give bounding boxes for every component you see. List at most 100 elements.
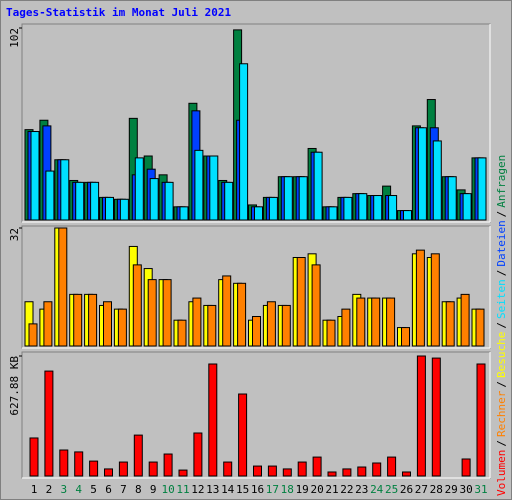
bar — [447, 176, 457, 221]
bar — [193, 432, 203, 477]
y-tick-label: 32 — [8, 228, 21, 241]
x-tick-label: 25 — [385, 483, 398, 496]
bar — [267, 465, 277, 477]
bar — [133, 434, 143, 477]
bar — [417, 127, 427, 221]
bar — [177, 319, 187, 347]
x-tick-label: 28 — [430, 483, 443, 496]
x-tick-label: 30 — [459, 483, 472, 496]
x-tick-label: 19 — [296, 483, 309, 496]
bar — [132, 264, 142, 347]
bar — [311, 264, 321, 347]
bar — [313, 151, 323, 221]
bar — [282, 468, 292, 477]
bar — [387, 456, 397, 477]
legend-separator: / — [495, 381, 508, 388]
bar — [162, 279, 172, 347]
bar — [134, 157, 144, 221]
bar — [149, 178, 159, 221]
bar — [402, 471, 411, 477]
bar — [281, 304, 291, 347]
legend-entry: Volumen — [495, 450, 508, 496]
bar — [475, 308, 485, 347]
bar — [103, 301, 112, 347]
legend-separator: / — [495, 270, 508, 277]
bar — [192, 297, 202, 347]
x-tick-label: 27 — [415, 483, 428, 496]
bar — [358, 193, 368, 221]
legend-entry: Anfragen — [495, 155, 508, 208]
x-tick-label: 14 — [221, 483, 235, 496]
x-tick-label: 7 — [120, 483, 127, 496]
bar — [254, 206, 263, 221]
bar — [328, 206, 338, 221]
bar — [207, 304, 217, 347]
bar — [326, 319, 336, 347]
legend-entry: Besuche — [495, 332, 508, 378]
x-tick-label: 5 — [90, 483, 97, 496]
bar — [373, 195, 383, 221]
bar — [59, 449, 69, 477]
chart-title: Tages-Statistik im Monat Juli 2021 — [6, 6, 232, 19]
bar — [327, 471, 337, 477]
bar — [237, 282, 247, 347]
bar — [357, 466, 367, 477]
x-tick-label: 13 — [206, 483, 219, 496]
legend-separator: / — [495, 322, 508, 329]
bar — [209, 155, 219, 221]
bar — [104, 468, 113, 477]
x-tick-label: 4 — [75, 483, 82, 496]
x-tick-label: 16 — [251, 483, 264, 496]
bar — [43, 301, 53, 347]
bar — [58, 227, 68, 347]
bar — [147, 279, 157, 347]
bar — [372, 462, 382, 477]
bar — [74, 451, 84, 477]
bar — [342, 468, 352, 477]
bar — [371, 297, 381, 347]
bar — [208, 363, 218, 477]
y-tick-label: 102 — [8, 28, 21, 48]
bar — [239, 63, 249, 221]
bar — [119, 198, 129, 221]
bar — [238, 393, 248, 477]
legend-separator: / — [495, 211, 508, 218]
bar — [223, 461, 233, 477]
bar — [343, 196, 353, 221]
x-tick-label: 2 — [46, 483, 53, 496]
bar — [266, 301, 276, 347]
bar — [341, 308, 351, 347]
x-tick-label: 12 — [191, 483, 204, 496]
bar — [75, 181, 85, 221]
bar — [73, 293, 83, 347]
bar — [88, 293, 98, 347]
bar — [60, 159, 70, 221]
bar — [476, 363, 486, 477]
bar — [416, 355, 426, 477]
x-tick-label: 10 — [161, 483, 174, 496]
bar — [297, 461, 307, 477]
bar — [90, 181, 100, 221]
legend-entry: Rechner — [495, 390, 508, 437]
x-tick-label: 18 — [281, 483, 294, 496]
bar — [44, 370, 54, 477]
bar — [163, 453, 173, 477]
bar — [179, 206, 189, 221]
bar — [401, 327, 410, 347]
bar — [386, 297, 396, 347]
bar — [222, 275, 232, 347]
x-tick-label: 3 — [60, 483, 67, 496]
x-tick-label: 22 — [340, 483, 353, 496]
bar — [388, 195, 398, 221]
x-tick-label: 1 — [31, 483, 38, 496]
x-tick-label: 15 — [236, 483, 249, 496]
x-tick-label: 26 — [400, 483, 413, 496]
x-tick-label: 24 — [370, 483, 384, 496]
x-tick-label: 6 — [105, 483, 112, 496]
bar — [224, 181, 234, 221]
bar — [296, 257, 306, 347]
legend-separator: / — [495, 440, 508, 447]
bar — [268, 196, 278, 221]
